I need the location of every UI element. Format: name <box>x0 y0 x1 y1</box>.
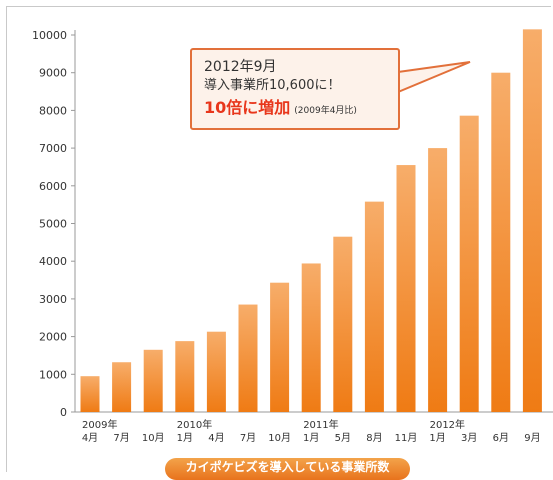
callout-note: (2009年4月比) <box>294 106 357 116</box>
x-tick-label-year: 2011年 <box>303 418 338 431</box>
x-tick-label-year: 2010年 <box>177 418 212 431</box>
bar <box>112 362 132 412</box>
y-tick-labels: 0 1000 2000 3000 4000 5000 6000 7000 8000 9000 100… <box>32 29 75 419</box>
x-tick-label-month: 9月 <box>524 432 540 444</box>
bar <box>364 201 384 412</box>
x-tick-label-month: 11月 <box>395 432 418 444</box>
bar <box>459 115 479 412</box>
y-tick-label: 4000 <box>39 255 67 268</box>
x-tick-label-month: 7月 <box>113 432 129 444</box>
x-tick-label-month: 6月 <box>493 432 509 444</box>
x-tick-label-month: 4月 <box>208 432 224 444</box>
x-tick-label-month: 1月 <box>429 432 445 444</box>
x-tick-label-month: 10月 <box>268 432 291 444</box>
bar <box>333 236 353 412</box>
x-tick-label-month: 4月 <box>82 432 98 444</box>
x-tick-label-year: 2012年 <box>430 418 465 431</box>
x-tick-labels: 4月 7月 10月 1月 4月 7月 10月 1月 5月 8月 11月 1月 3月 6月 9月 2009年 20… <box>82 418 541 444</box>
callout-pointer <box>397 61 471 94</box>
x-tick-label-month: 3月 <box>461 432 477 444</box>
y-tick-label: 8000 <box>39 104 67 117</box>
callout-count: 導入事業所10,600に！ <box>204 78 341 93</box>
bar <box>396 165 416 412</box>
bar <box>522 29 542 412</box>
x-tick-label-month: 1月 <box>177 432 193 444</box>
y-tick-label: 1000 <box>39 368 67 381</box>
bar <box>428 148 448 412</box>
annotation-callout: 2012年9月 導入事業所10,600に！ 10倍に増加 (2009年4月比) <box>190 48 400 130</box>
bar <box>143 349 163 412</box>
x-tick-label-month: 5月 <box>335 432 351 444</box>
bar <box>80 376 100 412</box>
bar <box>270 282 290 412</box>
bar <box>491 72 511 412</box>
x-tick-label-month: 10月 <box>142 432 165 444</box>
bar <box>206 331 226 412</box>
x-tick-label-month: 8月 <box>366 432 382 444</box>
y-tick-label: 3000 <box>39 293 67 306</box>
y-tick-label: 5000 <box>39 218 67 231</box>
chart-frame <box>6 6 551 472</box>
y-tick-label: 7000 <box>39 142 67 155</box>
chart-caption: カイポケビズを導入している事業所数 <box>165 458 410 480</box>
x-tick-label-month: 7月 <box>240 432 256 444</box>
y-tick-label: 6000 <box>39 180 67 193</box>
bar <box>175 341 195 412</box>
y-tick-label: 9000 <box>39 67 67 80</box>
callout-highlight: 10倍に増加 <box>204 98 291 117</box>
bar <box>301 263 321 412</box>
bar <box>238 304 258 412</box>
bars <box>80 29 542 412</box>
x-tick-label-year: 2009年 <box>82 418 117 431</box>
y-tick-label: 0 <box>60 406 67 419</box>
x-tick-label-month: 1月 <box>303 432 319 444</box>
y-tick-label: 2000 <box>39 331 67 344</box>
callout-date: 2012年9月 <box>204 59 277 75</box>
y-tick-label: 10000 <box>32 29 67 42</box>
